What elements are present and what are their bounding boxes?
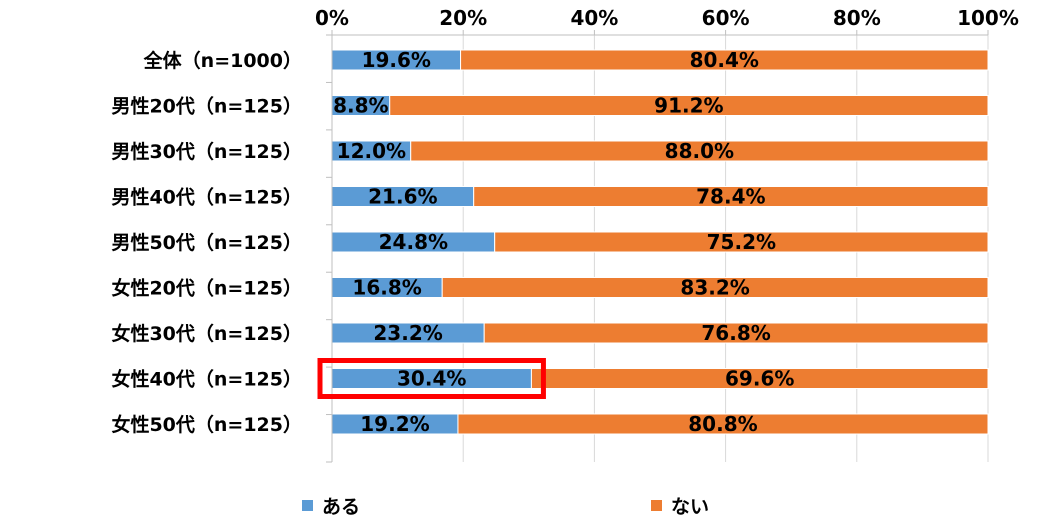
data-label: 8.8% <box>333 94 388 118</box>
data-label: 88.0% <box>665 139 734 163</box>
data-label: 80.8% <box>688 412 757 436</box>
data-labels: 19.6% 80.4% 8.8% 91.2% 12.0% 88.0% 21.6% 78.4% 2… <box>333 48 794 436</box>
x-tick-label: 80% <box>833 6 881 30</box>
data-label: 24.8% <box>379 230 448 254</box>
category-label: 男性50代（n=125） <box>111 231 302 254</box>
x-tick-label: 20% <box>439 6 487 30</box>
bar-segment <box>441 277 989 298</box>
data-label: 83.2% <box>680 276 749 300</box>
data-label: 30.4% <box>397 367 466 391</box>
bar-segment <box>389 95 989 116</box>
bar-segment <box>473 186 989 207</box>
category-label: 女性40代（n=125） <box>111 368 302 391</box>
axes: 0% 20% 40% 60% 80% 100% 全体（n=1000） 男性20代（n=125）… <box>111 6 1019 463</box>
data-label: 75.2% <box>707 230 776 254</box>
data-label: 12.0% <box>337 139 406 163</box>
category-label: 男性20代（n=125） <box>111 95 302 118</box>
data-label: 78.4% <box>696 185 765 209</box>
legend-swatch <box>302 500 313 511</box>
category-label: 男性40代（n=125） <box>111 186 302 209</box>
category-label: 女性20代（n=125） <box>111 277 302 300</box>
highlight-box <box>317 358 546 399</box>
category-label: 男性30代（n=125） <box>111 140 302 163</box>
bar-segment <box>494 231 989 253</box>
highlight-layer <box>317 358 546 399</box>
x-tick-label: 40% <box>570 6 618 30</box>
category-label: 女性50代（n=125） <box>111 413 302 436</box>
legend-swatch <box>651 500 662 511</box>
bar-segment <box>410 140 989 162</box>
x-tick-label: 0% <box>315 6 349 30</box>
data-label: 19.2% <box>360 412 429 436</box>
data-label: 16.8% <box>352 276 421 300</box>
legend-label: ある <box>322 496 360 518</box>
legend: ある ない <box>302 496 709 518</box>
category-label: 全体（n=1000） <box>143 49 302 72</box>
bar-segment <box>460 49 989 71</box>
data-label: 23.2% <box>373 321 442 345</box>
bar-segment <box>530 368 989 389</box>
data-label: 76.8% <box>701 321 770 345</box>
data-label: 19.6% <box>362 48 431 72</box>
bars <box>331 49 989 435</box>
bar-segment <box>457 413 989 435</box>
data-label: 91.2% <box>654 94 723 118</box>
x-tick-label: 60% <box>702 6 750 30</box>
data-label: 69.6% <box>725 367 794 391</box>
data-label: 21.6% <box>368 185 437 209</box>
data-label: 80.4% <box>690 48 759 72</box>
legend-label: ない <box>671 496 709 518</box>
x-tick-label: 100% <box>957 6 1019 30</box>
bar-segment <box>483 322 989 344</box>
category-label: 女性30代（n=125） <box>111 322 302 345</box>
